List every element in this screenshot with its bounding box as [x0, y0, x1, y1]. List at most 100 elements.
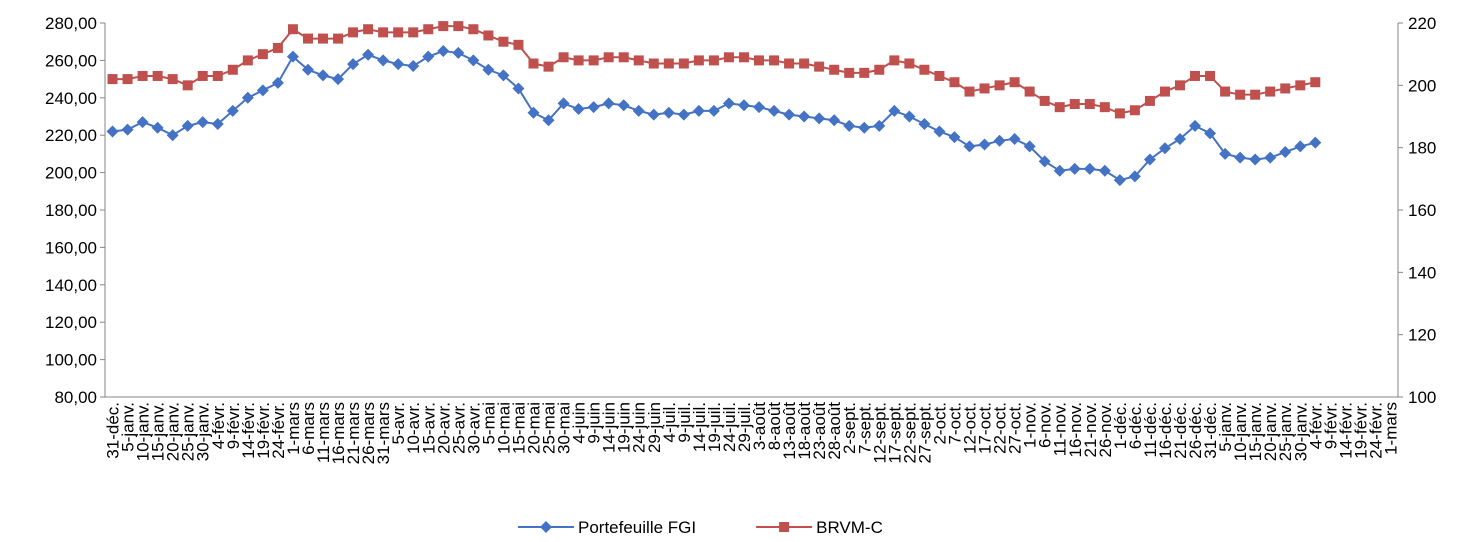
x-tick-label: 19-févr. [254, 402, 273, 459]
data-point [452, 46, 465, 59]
data-point [949, 77, 960, 88]
x-tick-label: 26-nov. [1096, 402, 1115, 457]
x-tick-label: 7-oct. [945, 402, 964, 445]
data-point [647, 108, 660, 121]
data-point [828, 114, 841, 127]
data-point [1083, 162, 1096, 175]
data-point [212, 70, 223, 81]
y-tick-label: 140,00 [45, 276, 97, 295]
data-point [993, 134, 1006, 147]
data-point [498, 36, 509, 47]
data-point [1250, 89, 1261, 100]
data-point [333, 33, 344, 44]
data-point [211, 117, 224, 130]
data-point [1114, 108, 1125, 119]
data-point [272, 42, 283, 53]
x-tick-label: 24-juil. [720, 402, 739, 452]
x-tick-label: 7-sept. [855, 402, 874, 454]
x-tick-label: 14-juin [600, 402, 619, 453]
data-point [558, 52, 569, 63]
y-tick-label: 200,00 [45, 164, 97, 183]
data-point [587, 101, 600, 114]
x-tick-label: 25-avr. [449, 402, 468, 454]
data-point [1190, 70, 1201, 81]
x-tick-label: 14-juil. [690, 402, 709, 452]
legend-label: BRVM-C [816, 518, 883, 537]
data-point [467, 54, 480, 67]
legend-label: Portefeuille FGI [578, 518, 696, 537]
data-point [1204, 127, 1217, 140]
data-point [528, 58, 539, 69]
data-point [738, 52, 749, 63]
data-point [873, 119, 886, 132]
data-point [1294, 140, 1307, 153]
data-point [1219, 147, 1232, 160]
data-point [422, 50, 435, 63]
x-tick-label: 19-juin [615, 402, 634, 453]
data-point [1009, 77, 1020, 88]
x-tick-label: 3-août [750, 402, 769, 450]
data-point [227, 64, 238, 75]
y2-tick-label: 200 [1408, 76, 1436, 95]
y-tick-label: 240,00 [45, 89, 97, 108]
data-point [1069, 99, 1080, 110]
x-tick-label: 1-déc. [1111, 402, 1130, 449]
x-tick-label: 31-déc. [104, 402, 123, 459]
data-point [618, 52, 629, 63]
y2-tick-label: 180 [1408, 139, 1436, 158]
x-tick-label: 16-nov. [1066, 402, 1085, 457]
x-tick-label: 16-mars [329, 402, 348, 464]
y2-tick-label: 220 [1408, 14, 1436, 33]
x-tick-label: 23-août [810, 402, 829, 460]
data-point [769, 55, 780, 66]
data-point [829, 64, 840, 75]
data-point [1038, 155, 1051, 168]
x-tick-label: 29-juil. [735, 402, 754, 452]
data-point [918, 117, 931, 130]
x-tick-label: 15-avr. [419, 402, 438, 454]
data-point [994, 80, 1005, 91]
data-point [572, 103, 585, 116]
series-line [112, 25, 1316, 115]
x-tick-label: 20-avr. [434, 402, 453, 454]
data-point [241, 91, 254, 104]
x-tick-label: 12-sept. [870, 402, 889, 463]
data-point [722, 97, 735, 110]
data-point [362, 48, 375, 61]
x-tick-label: 25-mai [540, 402, 559, 454]
x-tick-label: 6-nov. [1036, 402, 1055, 448]
x-tick-label: 9-févr. [224, 402, 243, 449]
x-tick-label: 6-mars [299, 402, 318, 455]
data-point [662, 106, 675, 119]
data-point [1295, 80, 1306, 91]
x-tick-label: 21-nov. [1081, 402, 1100, 457]
data-point [858, 121, 871, 134]
data-point [152, 70, 163, 81]
x-tick-label: 22-sept. [900, 402, 919, 463]
x-tick-label: 12-oct. [961, 402, 980, 454]
x-tick-label: 10-mai [494, 402, 513, 454]
x-tick-label: 19-juil. [705, 402, 724, 452]
x-tick-label: 5-mai [479, 402, 498, 445]
data-point [933, 125, 946, 138]
data-point [1023, 140, 1036, 153]
y-tick-label: 180,00 [45, 201, 97, 220]
data-point [167, 74, 178, 85]
data-point [497, 69, 510, 82]
x-tick-label: 1-mars [1381, 402, 1400, 455]
data-point [542, 114, 555, 127]
data-point [1280, 83, 1291, 94]
data-point [1068, 162, 1081, 175]
data-point [1143, 153, 1156, 166]
data-point [648, 58, 659, 69]
x-tick-label: 2-oct. [930, 402, 949, 445]
data-point [1235, 89, 1246, 100]
x-tick-label: 4-févr. [1306, 402, 1325, 449]
data-point [753, 101, 766, 114]
data-point [287, 24, 298, 35]
y-tick-label: 280,00 [45, 14, 97, 33]
x-tick-label: 21-mars [344, 402, 363, 464]
data-point [121, 123, 134, 136]
x-tick-label: 5-avr. [389, 402, 408, 445]
